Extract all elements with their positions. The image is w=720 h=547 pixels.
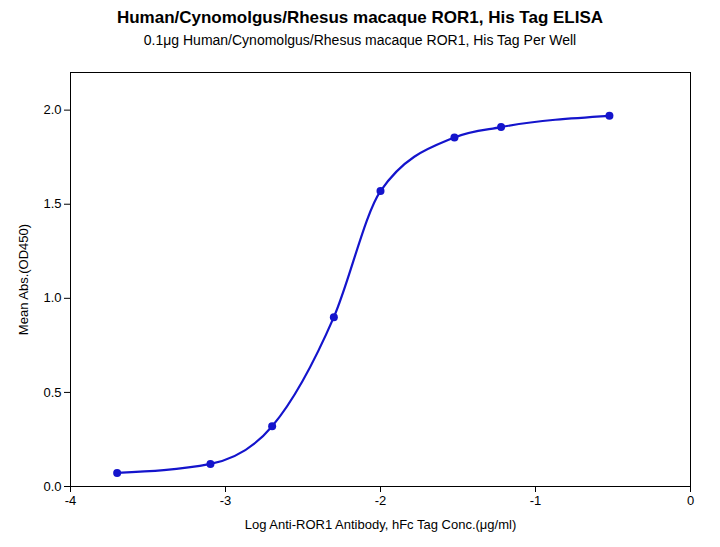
svg-text:-1: -1	[530, 493, 542, 508]
svg-text:Log Anti-ROR1 Antibody, hFc Ta: Log Anti-ROR1 Antibody, hFc Tag Conc.(μg…	[245, 517, 516, 532]
svg-text:0.0: 0.0	[43, 479, 61, 494]
html-text:0.1μg Human/Cynomolgus/Rhesus: 0.1μg Human/Cynomolgus/Rhesus macaque RO…	[143, 32, 577, 48]
svg-text:1.5: 1.5	[43, 196, 61, 211]
html-text:Human/Cynomolgus/Rhesus macaqu: Human/Cynomolgus/Rhesus macaque ROR1, Hi…	[116, 8, 604, 27]
svg-text:0.5: 0.5	[43, 385, 61, 400]
svg-text:0: 0	[687, 493, 694, 508]
svg-text:1.0: 1.0	[43, 290, 61, 305]
svg-text:-3: -3	[220, 493, 232, 508]
svg-text:-4: -4	[65, 493, 77, 508]
svg-text:-2: -2	[375, 493, 387, 508]
svg-text:Mean Abs.(OD450): Mean Abs.(OD450)	[16, 224, 31, 335]
svg-text:2.0: 2.0	[43, 102, 61, 117]
